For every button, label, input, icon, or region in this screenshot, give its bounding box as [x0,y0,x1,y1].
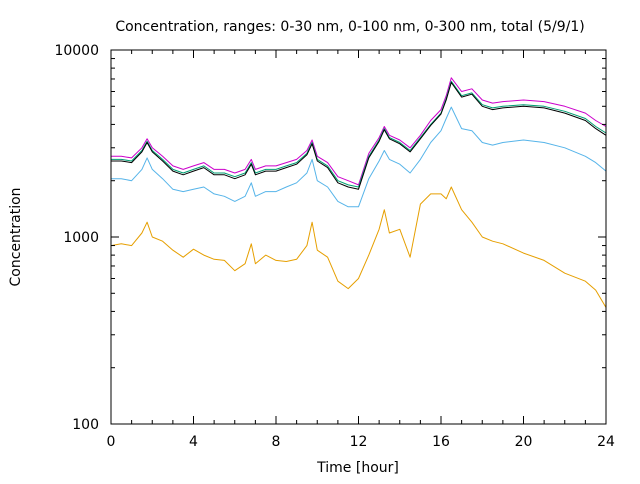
x-axis-label: Time [hour] [316,460,399,476]
plot-frame [110,49,607,425]
plot-area [110,77,607,308]
series-line-2 [111,80,607,188]
series-line-1 [111,77,607,186]
y-tick-label: 100 [72,417,99,433]
y-tick-label: 1000 [63,230,99,246]
x-tick-label: 12 [350,434,368,450]
y-tick-label: 10000 [54,43,99,59]
x-tick-label: 20 [515,434,533,450]
chart-title: Concentration, ranges: 0-30 nm, 0-100 nm… [115,19,584,35]
x-tick-label: 8 [272,434,281,450]
x-tick-label: 4 [189,434,198,450]
x-tick-label: 0 [107,434,116,450]
series-line-5 [110,186,607,308]
x-tick-label: 24 [597,434,615,450]
y-axis-label: Concentration [8,187,24,286]
series-line-3 [111,82,607,190]
x-tick-label: 16 [432,434,450,450]
y-axis: 100 1000 10000 [54,43,606,433]
x-axis: 0 4 8 12 16 20 24 [107,50,615,450]
series-line-4 [111,106,607,208]
